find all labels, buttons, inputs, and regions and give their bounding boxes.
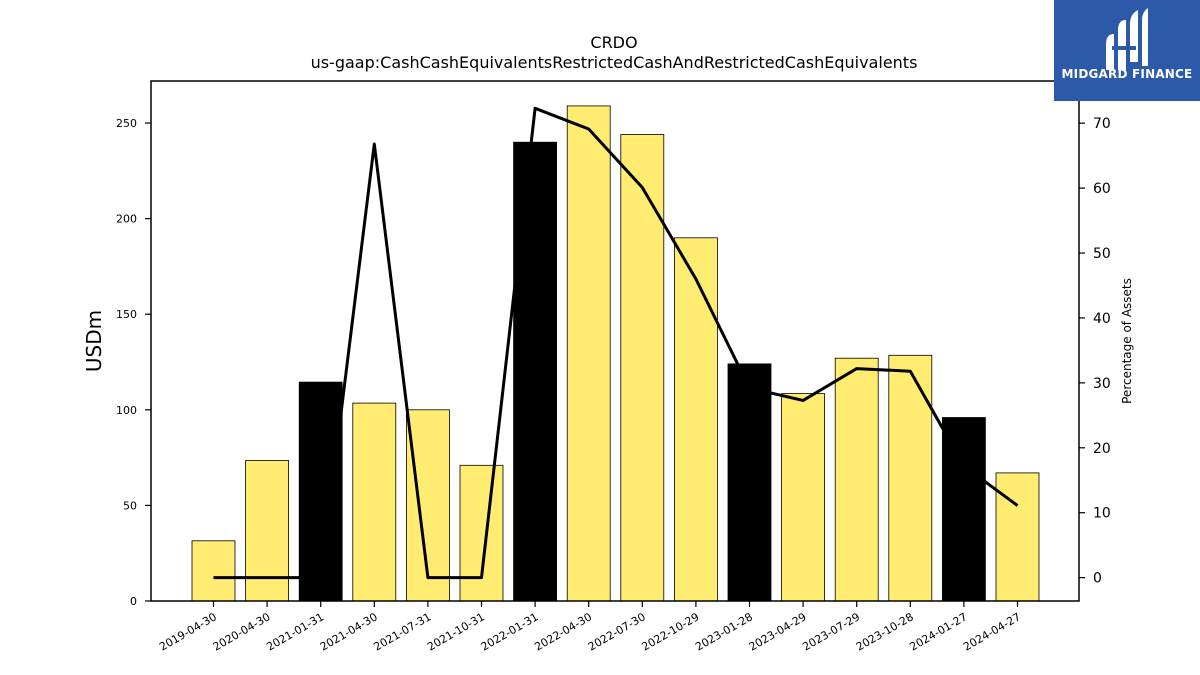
y-tick-label: 200 — [116, 213, 137, 226]
bar-2024-04-27 — [995, 472, 1040, 602]
bar-2022-10-29 — [674, 237, 718, 602]
bar-2023-07-29 — [834, 357, 879, 602]
midgard-logo-icon — [1106, 8, 1148, 70]
bar-2021-04-30 — [352, 402, 397, 602]
x-tick-label: 2019-04-30 — [157, 610, 219, 653]
y-right-tick-label: 40 — [1093, 311, 1111, 327]
x-tick-label: 2022-04-30 — [532, 610, 594, 653]
y-right-tick-label: 0 — [1093, 571, 1102, 587]
x-tick-label: 2024-01-27 — [908, 610, 970, 653]
x-tick-label: 2022-10-29 — [640, 610, 702, 653]
x-tick-label: 2022-07-30 — [586, 610, 648, 653]
percentage-line — [213, 106, 1019, 580]
x-tick-label: 2021-10-31 — [425, 610, 487, 653]
bar-2022-04-30 — [566, 105, 611, 602]
plot-frame — [150, 80, 1080, 602]
bar-2021-10-31 — [459, 464, 504, 602]
y-tick-label: 250 — [116, 117, 137, 130]
y-axis-label: USDm — [82, 310, 106, 372]
bar-2024-01-27 — [942, 417, 986, 602]
y-right-tick-label: 70 — [1093, 116, 1111, 132]
bar-2019-04-30 — [191, 540, 236, 602]
y-axis-right-label: Percentage of Assets — [1120, 278, 1134, 404]
x-tick-label: 2021-01-31 — [264, 610, 326, 653]
x-axis: 2019-04-302020-04-302021-01-312021-04-30… — [157, 601, 1023, 654]
x-tick-label: 2021-04-30 — [318, 610, 380, 653]
y-right-tick-label: 20 — [1093, 441, 1111, 457]
bar-2020-04-30 — [245, 460, 290, 602]
y-tick-label: 150 — [116, 308, 137, 321]
y-axis-left: 0 50 100 150 200 250 — [116, 117, 151, 608]
bar-2021-01-31 — [298, 381, 343, 602]
bar-2022-01-31 — [513, 141, 557, 602]
x-tick-label: 2023-04-29 — [747, 610, 809, 653]
logo-text: MIDGARD FINANCE — [1061, 67, 1193, 81]
midgard-logo: MIDGARD FINANCE — [1054, 0, 1200, 101]
chart-title: CRDO — [590, 33, 637, 52]
x-tick-label: 2023-07-29 — [800, 610, 862, 653]
bar-2022-07-30 — [620, 134, 665, 602]
x-tick-label: 2024-04-27 — [961, 610, 1023, 653]
bar-2023-01-28 — [727, 363, 772, 602]
x-tick-label: 2023-01-28 — [693, 610, 755, 653]
y-axis-right: 0 10 20 30 40 50 60 70 — [1079, 116, 1111, 587]
x-tick-label: 2021-07-31 — [372, 610, 434, 653]
bar-2023-10-28 — [888, 354, 933, 602]
bar-2023-04-29 — [781, 393, 825, 602]
x-tick-label: 2020-04-30 — [211, 610, 273, 653]
y-right-tick-label: 60 — [1093, 181, 1111, 197]
y-tick-label: 100 — [116, 404, 137, 417]
y-tick-label: 50 — [123, 499, 137, 512]
y-right-tick-label: 10 — [1093, 506, 1111, 522]
x-tick-label: 2023-10-28 — [854, 610, 916, 653]
y-right-tick-label: 50 — [1093, 246, 1111, 262]
bars — [191, 105, 1040, 602]
y-tick-label: 0 — [130, 595, 137, 608]
x-tick-label: 2022-01-31 — [479, 610, 541, 653]
y-right-tick-label: 30 — [1093, 376, 1111, 392]
chart-subtitle: us-gaap:CashCashEquivalentsRestrictedCas… — [311, 53, 918, 72]
